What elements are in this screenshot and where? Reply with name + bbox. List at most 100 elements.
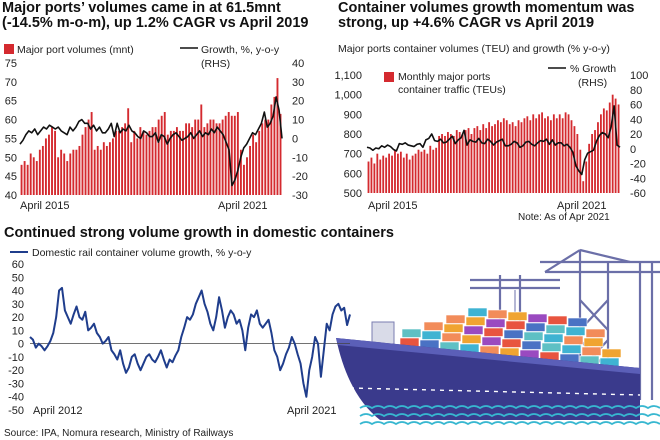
legend-label: (RHS) <box>578 77 607 89</box>
bar <box>44 138 47 195</box>
legend-label: % Growth <box>570 63 616 75</box>
bar <box>464 130 467 193</box>
legend-label: container traffic (TEUs) <box>398 84 506 96</box>
bar <box>502 118 505 193</box>
bar <box>544 118 546 193</box>
container-box <box>521 340 542 350</box>
y2-tick-label: 40 <box>292 58 304 70</box>
note-text: Note: As of Apr 2021 <box>518 212 610 223</box>
bar <box>561 118 564 193</box>
y-tick-label: -30 <box>8 378 24 390</box>
y-tick-label: 50 <box>12 272 24 284</box>
bar <box>38 149 41 195</box>
bar <box>600 114 602 193</box>
container-box <box>441 332 462 342</box>
bar <box>175 127 178 195</box>
x-tick-label: April 2015 <box>368 200 418 212</box>
bar <box>485 128 488 193</box>
bar <box>379 159 382 193</box>
bar <box>479 130 482 193</box>
bar <box>200 104 203 195</box>
bar <box>420 151 423 193</box>
container-box <box>507 311 528 321</box>
bar <box>423 149 426 193</box>
bar <box>447 132 449 193</box>
y-tick-label: -20 <box>8 365 24 377</box>
bar <box>429 145 432 193</box>
bar <box>41 145 44 195</box>
bar <box>585 161 588 193</box>
bar <box>549 120 552 193</box>
y-tick-label: 40 <box>5 190 17 202</box>
y-tick-label: 70 <box>5 77 17 89</box>
container-box <box>483 327 504 337</box>
y-tick-label: -10 <box>8 352 24 364</box>
container-ship-illustration <box>336 248 660 426</box>
bar <box>163 112 166 195</box>
container-box <box>601 348 622 358</box>
bar <box>148 130 151 195</box>
y-tick-label: 700 <box>344 149 362 161</box>
bar <box>233 115 236 195</box>
legend-label: Major port volumes (mnt) <box>17 44 134 56</box>
container-box <box>467 307 488 317</box>
bar <box>60 149 63 195</box>
container-box <box>481 336 502 346</box>
bar <box>473 128 476 193</box>
bar <box>382 155 385 193</box>
bar <box>455 130 458 193</box>
wave-line <box>359 413 660 418</box>
legend-bar-swatch <box>384 72 394 82</box>
bar <box>157 119 160 195</box>
container-box <box>523 331 544 341</box>
water-waves <box>359 405 660 426</box>
y2-tick-label: 80 <box>630 85 642 97</box>
y2-tick-label: 20 <box>292 96 304 108</box>
bar <box>276 78 279 195</box>
y-tick-label: 900 <box>344 109 362 121</box>
bar <box>99 149 102 195</box>
x-tick-label: April 2021 <box>557 200 607 212</box>
bar <box>511 122 514 193</box>
container-box <box>463 325 484 335</box>
bar <box>449 134 452 193</box>
bar <box>75 149 78 195</box>
bar <box>136 138 139 195</box>
bar <box>499 122 502 193</box>
x-tick-label: April 2015 <box>20 200 70 212</box>
bar <box>608 102 611 193</box>
container-box <box>421 330 442 340</box>
bar <box>48 134 50 195</box>
bar <box>105 145 108 195</box>
bar <box>182 130 184 195</box>
bar <box>497 120 499 193</box>
bar <box>470 134 473 193</box>
bar <box>467 128 470 193</box>
container-box <box>525 322 546 332</box>
legend-bar-swatch <box>4 44 14 54</box>
bar <box>520 122 523 193</box>
bar <box>81 134 84 195</box>
container-box <box>565 326 586 336</box>
bar <box>239 149 242 195</box>
bar <box>63 153 66 195</box>
bar <box>93 149 96 195</box>
bar <box>35 161 38 195</box>
bar <box>139 127 142 195</box>
bar <box>124 123 127 195</box>
y-tick-label: 1,000 <box>334 90 362 102</box>
bar <box>20 164 23 195</box>
bar <box>579 149 582 193</box>
y-tick-label: 20 <box>12 312 24 324</box>
bar <box>494 124 496 193</box>
container-box <box>487 309 508 319</box>
bar <box>29 153 32 195</box>
ship-bridge <box>371 321 395 345</box>
container-box <box>423 321 444 331</box>
bar <box>552 114 555 193</box>
bar <box>133 130 136 195</box>
bar <box>255 142 258 195</box>
y-tick-label: 1,100 <box>334 70 362 82</box>
bar <box>402 157 405 193</box>
y-tick-label: 45 <box>5 171 17 183</box>
